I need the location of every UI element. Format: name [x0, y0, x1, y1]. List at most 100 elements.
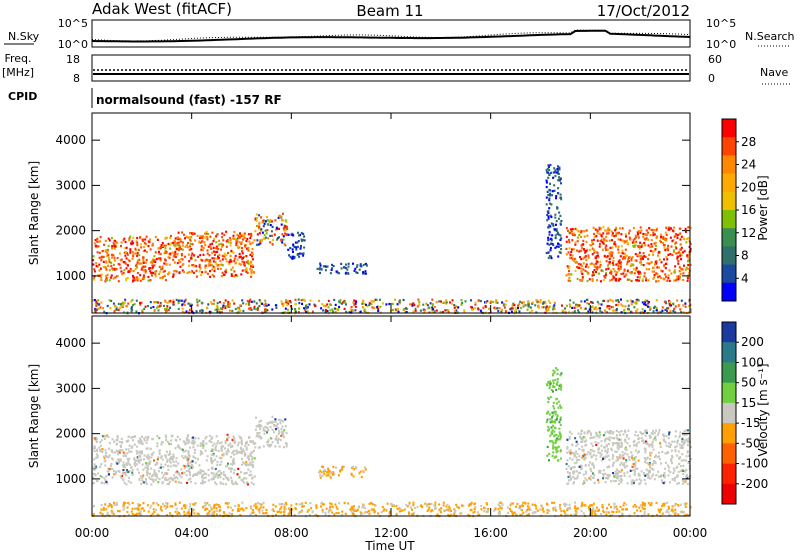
echo-cell [664, 273, 667, 276]
echo-cell [201, 259, 204, 262]
echo-cell [135, 310, 138, 313]
echo-cell [676, 442, 679, 445]
echo-cell [184, 245, 187, 248]
echo-cell [123, 301, 126, 304]
echo-cell [611, 436, 614, 440]
echo-cell [260, 238, 263, 241]
echo-cell [665, 233, 668, 236]
echo-cell [653, 306, 655, 309]
echo-cell [124, 298, 127, 301]
echo-cell [592, 502, 595, 505]
echo-cell [177, 231, 180, 234]
echo-cell [677, 504, 680, 507]
echo-cell [105, 277, 108, 280]
echo-cell [530, 309, 533, 312]
echo-cell [598, 265, 601, 268]
echo-cell [546, 418, 549, 421]
echo-cell [388, 512, 391, 515]
echo-cell [604, 276, 607, 279]
echo-cell [559, 432, 562, 435]
echo-cell [132, 242, 135, 245]
echo-cell [553, 430, 556, 433]
echo-cell [568, 265, 571, 268]
echo-cell [531, 301, 534, 304]
echo-cell [181, 231, 184, 234]
echo-cell [605, 511, 608, 514]
echo-cell [171, 251, 174, 254]
echo-cell [314, 514, 317, 517]
echo-cell [623, 252, 626, 255]
echo-cell [671, 505, 674, 508]
echo-cell [617, 251, 620, 254]
echo-cell [210, 441, 213, 444]
echo-cell [189, 467, 192, 470]
y-tick-label: 2000 [55, 224, 86, 238]
echo-cell [585, 444, 587, 447]
echo-cell [653, 233, 656, 236]
colorbar-segment [722, 155, 736, 175]
echo-cell [174, 510, 177, 513]
echo-cell [509, 504, 512, 507]
echo-cell [547, 238, 550, 241]
echo-cell [627, 242, 629, 245]
echo-cell [614, 243, 617, 246]
echo-cell [238, 509, 241, 512]
echo-cell [622, 433, 625, 436]
echo-cell [325, 474, 328, 477]
echo-cell [127, 258, 130, 261]
echo-cell [211, 251, 214, 254]
echo-cell [552, 509, 555, 512]
echo-cell [160, 441, 163, 444]
echo-cell [115, 461, 118, 464]
echo-cell [191, 257, 194, 260]
echo-cell [679, 254, 682, 257]
echo-cell [551, 501, 554, 504]
echo-cell [581, 445, 584, 448]
echo-cell [639, 510, 642, 513]
echo-cell [545, 196, 548, 199]
echo-cell [149, 238, 152, 241]
echo-cell [620, 481, 623, 484]
echo-cell [285, 445, 288, 448]
echo-cell [655, 299, 658, 302]
echo-cell [676, 299, 679, 302]
echo-cell [268, 445, 271, 448]
echo-cell [257, 243, 260, 246]
echo-cell [252, 442, 255, 445]
echo-cell [491, 300, 494, 303]
freq-tick-top: 18 [66, 53, 80, 66]
echo-cell [556, 207, 559, 210]
echo-cell [580, 505, 583, 508]
echo-cell [672, 309, 675, 313]
echo-cell [590, 509, 593, 512]
echo-cell [233, 270, 236, 273]
echo-cell [144, 268, 147, 272]
echo-cell [455, 503, 458, 506]
echo-cell [188, 260, 191, 263]
echo-cell [236, 274, 239, 277]
echo-cell [276, 422, 279, 425]
echo-cell [100, 276, 103, 279]
echo-cell [190, 303, 193, 306]
echo-cell [552, 401, 555, 404]
echo-cell [571, 227, 574, 231]
echo-cell [555, 440, 557, 443]
echo-cell [206, 455, 209, 458]
echo-cell [598, 243, 601, 246]
echo-cell [550, 222, 553, 225]
echo-cell [519, 306, 522, 310]
echo-cell [615, 232, 618, 235]
echo-cell [262, 225, 265, 228]
echo-cell [653, 273, 656, 277]
echo-cell [172, 300, 175, 303]
echo-cell [588, 477, 591, 480]
echo-cell [606, 232, 609, 235]
echo-cell [233, 237, 236, 240]
echo-cell [139, 303, 142, 306]
echo-cell [652, 448, 655, 451]
echo-cell [473, 502, 476, 506]
echo-cell [258, 508, 261, 511]
echo-cell [478, 513, 481, 516]
echo-cell [652, 266, 654, 269]
echo-cell [96, 251, 99, 254]
